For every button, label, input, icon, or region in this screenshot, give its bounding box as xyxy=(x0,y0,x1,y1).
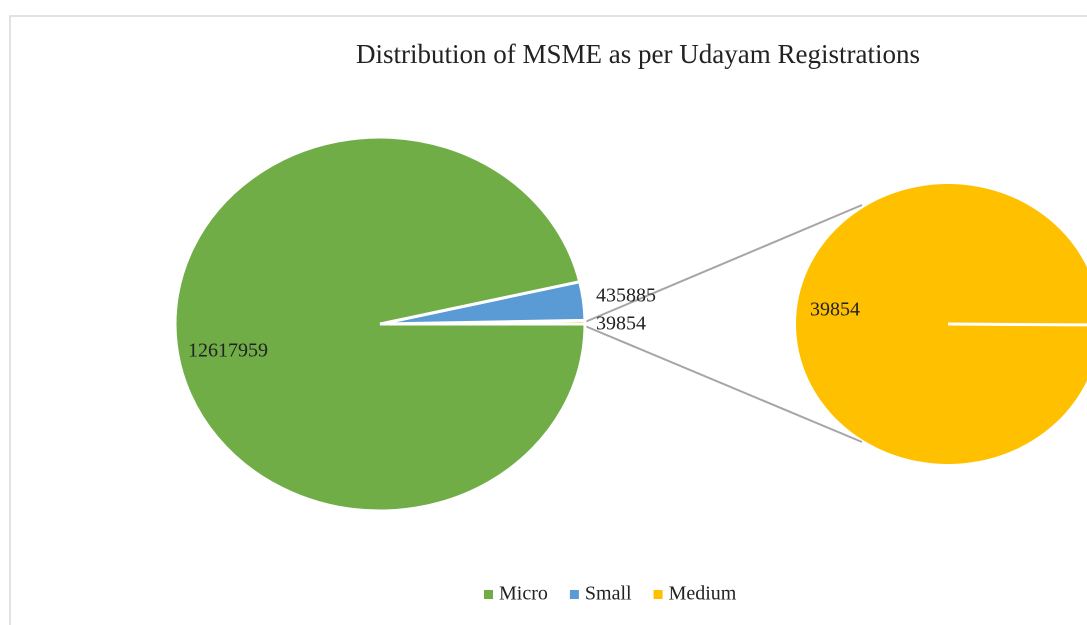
legend-marker xyxy=(653,590,663,599)
connector-line xyxy=(584,325,863,443)
data-label: 435885 xyxy=(596,285,656,307)
data-label: 39854 xyxy=(810,299,860,321)
legend-label: Micro xyxy=(499,583,548,605)
pie-slice xyxy=(173,135,587,513)
connector-line xyxy=(584,204,863,323)
data-label: 39854 xyxy=(596,313,646,335)
data-label: 12617959 xyxy=(188,340,268,362)
legend-marker xyxy=(484,590,493,599)
legend-marker xyxy=(569,590,579,599)
secondary-slice xyxy=(796,184,1087,464)
legend-label: Small xyxy=(585,583,632,605)
chart-title: Distribution of MSME as per Udayam Regis… xyxy=(356,39,920,69)
slice-separator xyxy=(947,322,1087,327)
legend-label: Medium xyxy=(669,583,737,605)
